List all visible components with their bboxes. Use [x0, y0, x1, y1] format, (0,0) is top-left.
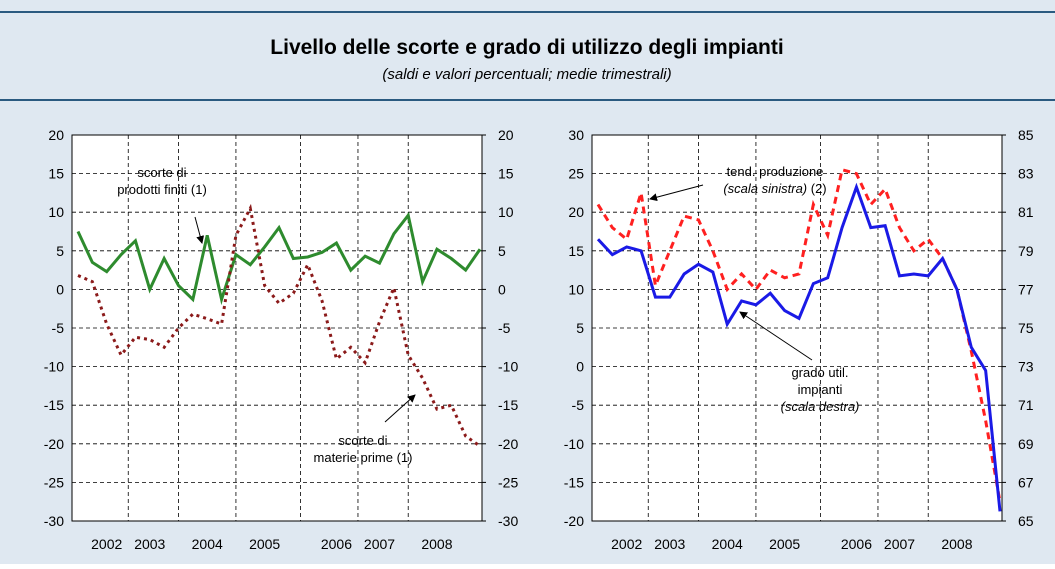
series-line — [596, 167, 1002, 502]
y-tick-label: -30 — [44, 513, 64, 529]
y-tick-label: -5 — [572, 397, 585, 413]
y2-tick-label: 83 — [1018, 166, 1034, 182]
y2-tick-label: 79 — [1018, 243, 1034, 259]
y-tick-label: 0 — [576, 359, 584, 375]
annotation-part: grado util. — [791, 365, 848, 380]
y-tick-label: -25 — [44, 474, 64, 490]
subtitle: (saldi e valori percentuali; medie trime… — [382, 66, 671, 83]
annotation: scorte di — [338, 433, 387, 448]
annotation: prodotti finiti (1) — [117, 182, 207, 197]
annotation: (scala destra) — [781, 399, 860, 414]
y2-tick-label: -20 — [498, 436, 518, 452]
x-tick-label: 2005 — [249, 536, 280, 552]
y2-tick-label: 77 — [1018, 281, 1034, 297]
annotation-arrow — [384, 394, 416, 423]
y2-tick-label: 15 — [498, 166, 514, 182]
annotation: scorte di — [137, 165, 186, 180]
y-tick-label: 0 — [56, 281, 64, 297]
y2-tick-label: -30 — [498, 513, 518, 529]
x-tick-label: 2003 — [134, 536, 165, 552]
annotation-part: (scala destra) — [781, 399, 860, 414]
y-tick-label: 5 — [56, 243, 64, 259]
annotation: materie prime (1) — [314, 450, 413, 465]
y-tick-label: -15 — [564, 474, 584, 490]
y-tick-label: 15 — [48, 166, 64, 182]
y-tick-label: -10 — [44, 359, 64, 375]
annotation-part: prodotti finiti (1) — [117, 182, 207, 197]
series-line — [596, 182, 1002, 512]
y-tick-label: -15 — [44, 397, 64, 413]
x-tick-label: 2008 — [421, 536, 452, 552]
annotation-part: tend. produzione — [727, 164, 824, 179]
annotation-part: scorte di — [137, 165, 186, 180]
y-tick-label: -20 — [564, 513, 584, 529]
series-line — [77, 203, 481, 448]
x-tick-label: 2002 — [611, 536, 642, 552]
y-tick-label: -20 — [44, 436, 64, 452]
annotation-arrow — [194, 216, 205, 244]
annotation-part: impianti — [798, 382, 843, 397]
y-tick-label: 5 — [576, 320, 584, 336]
title: Livello delle scorte e grado di utilizzo… — [270, 36, 783, 59]
x-tick-label: 2007 — [884, 536, 915, 552]
y2-tick-label: 75 — [1018, 320, 1034, 336]
x-tick-label: 2006 — [321, 536, 352, 552]
annotation: (scala sinistra) (2) — [723, 181, 826, 196]
x-tick-label: 2004 — [712, 536, 743, 552]
y2-tick-label: 65 — [1018, 513, 1034, 529]
y2-tick-label: 20 — [498, 127, 514, 143]
annotation-arrow — [739, 311, 813, 361]
y-tick-label: 20 — [568, 204, 584, 220]
series-line — [76, 211, 482, 306]
annotation-part: (2) — [807, 181, 827, 196]
y-tick-label: 20 — [48, 127, 64, 143]
y2-tick-label: 10 — [498, 204, 514, 220]
x-tick-label: 2006 — [841, 536, 872, 552]
x-tick-label: 2004 — [192, 536, 223, 552]
y-tick-label: 25 — [568, 166, 584, 182]
y2-tick-label: 0 — [498, 281, 506, 297]
y-tick-label: 15 — [568, 243, 584, 259]
chart: -20 -15 -10 -5 0 5 10 15 20 25 30 65 67 69 71 73 75 77 79 8… — [564, 127, 1034, 552]
y2-tick-label: 81 — [1018, 204, 1034, 220]
y2-tick-label: 73 — [1018, 359, 1034, 375]
y-tick-label: 10 — [48, 204, 64, 220]
y2-tick-label: -15 — [498, 397, 518, 413]
x-tick-label: 2005 — [769, 536, 800, 552]
y2-tick-label: 5 — [498, 243, 506, 259]
y-tick-label: 30 — [568, 127, 584, 143]
y2-tick-label: -25 — [498, 474, 518, 490]
y2-tick-label: -10 — [498, 359, 518, 375]
annotation-arrow — [649, 184, 704, 202]
x-tick-label: 2007 — [364, 536, 395, 552]
y2-tick-label: -5 — [498, 320, 511, 336]
annotation: tend. produzione — [727, 164, 824, 179]
annotation: grado util. — [791, 365, 848, 380]
annotation-part: scorte di — [338, 433, 387, 448]
x-tick-label: 2003 — [654, 536, 685, 552]
y2-tick-label: 85 — [1018, 127, 1034, 143]
y-tick-label: -5 — [52, 320, 65, 336]
y2-tick-label: 67 — [1018, 474, 1034, 490]
annotation-part: (scala sinistra) — [723, 181, 807, 196]
annotation: impianti — [798, 382, 843, 397]
x-tick-label: 2002 — [91, 536, 122, 552]
y-tick-label: -10 — [564, 436, 584, 452]
y2-tick-label: 69 — [1018, 436, 1034, 452]
chart: -30 -25 -20 -15 -10 -5 0 5 10 15 20 -30 -25 -20 -15 -10… — [44, 127, 519, 552]
y2-tick-label: 71 — [1018, 397, 1034, 413]
annotation-part: materie prime (1) — [314, 450, 413, 465]
y-tick-label: 10 — [568, 281, 584, 297]
x-tick-label: 2008 — [941, 536, 972, 552]
